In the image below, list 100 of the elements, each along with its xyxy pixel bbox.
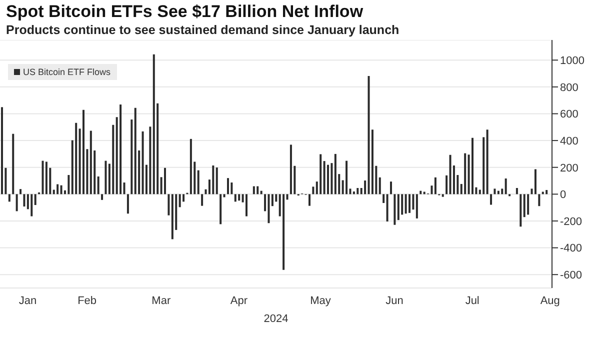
bar: [226, 178, 229, 194]
bar: [356, 188, 359, 194]
bar: [408, 194, 411, 213]
bar: [268, 194, 270, 224]
x-tick-label: Aug: [540, 294, 560, 307]
bar: [34, 194, 36, 206]
x-tick-label: Jan: [18, 294, 37, 307]
bar: [404, 194, 407, 214]
bar: [486, 130, 488, 194]
bar: [149, 126, 152, 194]
bar: [282, 194, 285, 270]
bar: [312, 186, 314, 194]
bar: [323, 161, 326, 194]
bar: [364, 180, 366, 194]
bar: [8, 194, 10, 202]
bar: [216, 167, 218, 194]
bar: [20, 189, 22, 194]
y-tick-label: 200: [560, 162, 578, 174]
bar: [201, 194, 204, 206]
bar: [416, 194, 418, 218]
bar: [112, 124, 114, 194]
x-tick-label: Feb: [78, 294, 97, 307]
bar: [197, 170, 200, 194]
bar: [164, 168, 166, 194]
x-tick-label: May: [310, 294, 332, 307]
bar: [30, 194, 33, 216]
chart-title: Spot Bitcoin ETFs See $17 Billion Net Inflow: [6, 2, 364, 22]
bar: [68, 174, 70, 194]
bar: [238, 194, 240, 201]
bar: [308, 194, 310, 206]
bar: [101, 194, 104, 200]
bar: [320, 154, 322, 194]
bar: [120, 104, 122, 194]
bar: [368, 76, 370, 194]
bar: [390, 182, 392, 194]
bar: [494, 188, 496, 194]
bar: [546, 190, 548, 194]
bar: [1, 107, 3, 194]
bar: [534, 169, 536, 194]
bar: [346, 160, 348, 194]
bar: [16, 194, 18, 212]
bar: [168, 194, 170, 216]
y-tick-label: -600: [560, 270, 582, 282]
bar: [446, 175, 448, 194]
bar: [382, 194, 385, 204]
bar: [430, 186, 433, 194]
bar: [394, 194, 396, 225]
bar: [412, 194, 414, 210]
chart-subtitle: Products continue to see sustained demand since January launch: [6, 23, 400, 37]
bar: [423, 192, 426, 194]
y-tick-label: 1000: [560, 55, 584, 68]
bar: [123, 182, 126, 194]
bar: [23, 194, 26, 206]
bar: [152, 54, 155, 194]
bar: [126, 194, 129, 214]
y-tick-label: 400: [560, 135, 578, 148]
bar: [290, 144, 292, 194]
bar: [327, 164, 330, 194]
x-tick-label: Mar: [152, 294, 171, 307]
bar: [527, 194, 530, 215]
bar: [234, 194, 236, 202]
bar: [334, 154, 336, 194]
bar: [386, 194, 388, 222]
bar: [542, 192, 544, 194]
bar: [501, 188, 504, 194]
bar: [516, 188, 518, 194]
y-tick-label: 600: [560, 108, 578, 121]
bar: [246, 194, 248, 216]
bar: [482, 137, 485, 194]
bar: [330, 163, 333, 194]
bar: [442, 194, 444, 197]
bar: [271, 194, 274, 206]
y-tick-label: -400: [560, 242, 582, 255]
bar: [134, 108, 136, 194]
bar: [523, 194, 526, 218]
bar: [471, 138, 474, 194]
bar: [60, 185, 62, 194]
bar: [223, 194, 226, 198]
bar: [538, 194, 540, 206]
bar: [275, 194, 278, 202]
bar: [97, 176, 100, 194]
bar: [12, 134, 14, 194]
bar: [171, 194, 174, 240]
bar: [352, 191, 355, 194]
bar: [42, 160, 44, 194]
bar: [45, 162, 48, 194]
y-tick-label: 800: [560, 82, 578, 94]
bar: [490, 194, 492, 205]
bar: [142, 131, 144, 194]
bar: [449, 154, 452, 194]
x-axis-title: 2024: [264, 313, 288, 325]
bar: [82, 110, 85, 194]
bar: [397, 194, 400, 220]
bar: [90, 130, 92, 194]
bar: [464, 153, 466, 194]
x-tick-label: Apr: [230, 294, 248, 307]
bar: [178, 194, 181, 208]
bar: [130, 119, 133, 194]
bar: [256, 186, 259, 194]
y-tick-label: 0: [560, 189, 566, 202]
